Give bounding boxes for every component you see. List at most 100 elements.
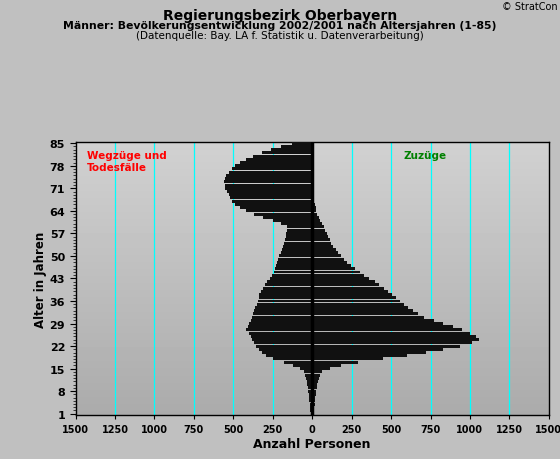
Bar <box>312 255 341 258</box>
Bar <box>273 271 312 274</box>
Bar <box>312 277 369 280</box>
Bar <box>312 364 342 367</box>
Bar <box>287 229 312 232</box>
Bar <box>312 219 320 223</box>
Bar <box>312 274 364 277</box>
Bar <box>282 146 312 149</box>
Text: Zuzüge: Zuzüge <box>404 151 447 160</box>
Bar <box>312 181 313 184</box>
Bar <box>312 194 314 197</box>
Bar <box>281 252 312 255</box>
Bar <box>312 322 443 325</box>
Bar <box>312 297 396 300</box>
Bar <box>269 277 312 280</box>
Bar <box>312 406 314 409</box>
Bar <box>312 284 379 287</box>
Bar <box>312 235 328 239</box>
Text: (Datenquelle: Bay. LA f. Statistik u. Datenverarbeitung): (Datenquelle: Bay. LA f. Statistik u. Da… <box>136 31 424 41</box>
Bar <box>312 216 319 219</box>
Bar <box>312 325 452 329</box>
Bar <box>252 316 312 319</box>
Bar <box>310 406 312 409</box>
Bar <box>249 322 312 325</box>
Bar <box>312 338 479 341</box>
Bar <box>312 374 320 377</box>
Y-axis label: Alter in Jahren: Alter in Jahren <box>34 231 46 327</box>
Bar <box>287 226 312 229</box>
Bar <box>259 348 312 351</box>
Bar <box>312 386 316 390</box>
Bar <box>263 216 312 219</box>
Bar <box>254 341 312 345</box>
Bar <box>312 187 313 190</box>
Bar <box>267 280 312 284</box>
Bar <box>279 255 312 258</box>
Bar <box>232 200 312 203</box>
Bar <box>312 335 476 338</box>
Bar <box>285 239 312 242</box>
Bar <box>312 197 314 200</box>
Bar <box>312 232 326 235</box>
Bar <box>312 409 314 412</box>
Bar <box>249 332 312 335</box>
Bar <box>286 235 312 239</box>
Bar <box>312 203 315 207</box>
Bar <box>225 184 312 187</box>
Bar <box>246 329 312 332</box>
Bar <box>228 171 312 174</box>
Bar <box>265 284 312 287</box>
Bar <box>267 354 312 358</box>
Bar <box>312 248 336 252</box>
Bar <box>226 187 312 190</box>
Bar <box>312 377 319 380</box>
Bar <box>312 341 472 345</box>
Bar <box>240 207 312 210</box>
Bar <box>312 252 338 255</box>
Bar <box>312 412 314 415</box>
Bar <box>312 370 323 374</box>
X-axis label: Anzahl Personen: Anzahl Personen <box>254 437 371 450</box>
Bar <box>312 380 318 383</box>
Bar <box>312 361 358 364</box>
Bar <box>254 309 312 313</box>
Bar <box>312 383 318 386</box>
Bar <box>312 264 351 268</box>
Bar <box>312 271 360 274</box>
Bar <box>252 338 312 341</box>
Bar <box>312 239 329 242</box>
Bar <box>312 396 315 399</box>
Bar <box>271 149 312 152</box>
Bar <box>306 377 312 380</box>
Bar <box>232 168 312 171</box>
Bar <box>312 210 316 213</box>
Bar <box>248 325 312 329</box>
Bar <box>251 335 312 338</box>
Bar <box>261 290 312 293</box>
Bar <box>300 367 312 370</box>
Bar <box>278 258 312 261</box>
Bar <box>273 219 312 223</box>
Bar <box>259 297 312 300</box>
Bar <box>273 358 312 361</box>
Text: © StratCon: © StratCon <box>502 2 557 12</box>
Bar <box>312 207 315 210</box>
Bar <box>312 184 313 187</box>
Bar <box>227 190 312 194</box>
Bar <box>312 190 313 194</box>
Bar <box>312 345 460 348</box>
Bar <box>306 380 312 383</box>
Bar <box>312 303 404 306</box>
Bar <box>312 390 316 393</box>
Bar <box>312 300 400 303</box>
Bar <box>308 386 312 390</box>
Bar <box>254 213 312 216</box>
Bar <box>305 374 312 377</box>
Bar <box>292 142 312 146</box>
Bar <box>312 358 383 361</box>
Bar <box>262 351 312 354</box>
Bar <box>312 290 388 293</box>
Bar <box>263 287 312 290</box>
Bar <box>312 287 384 290</box>
Bar <box>240 162 312 165</box>
Bar <box>312 280 375 284</box>
